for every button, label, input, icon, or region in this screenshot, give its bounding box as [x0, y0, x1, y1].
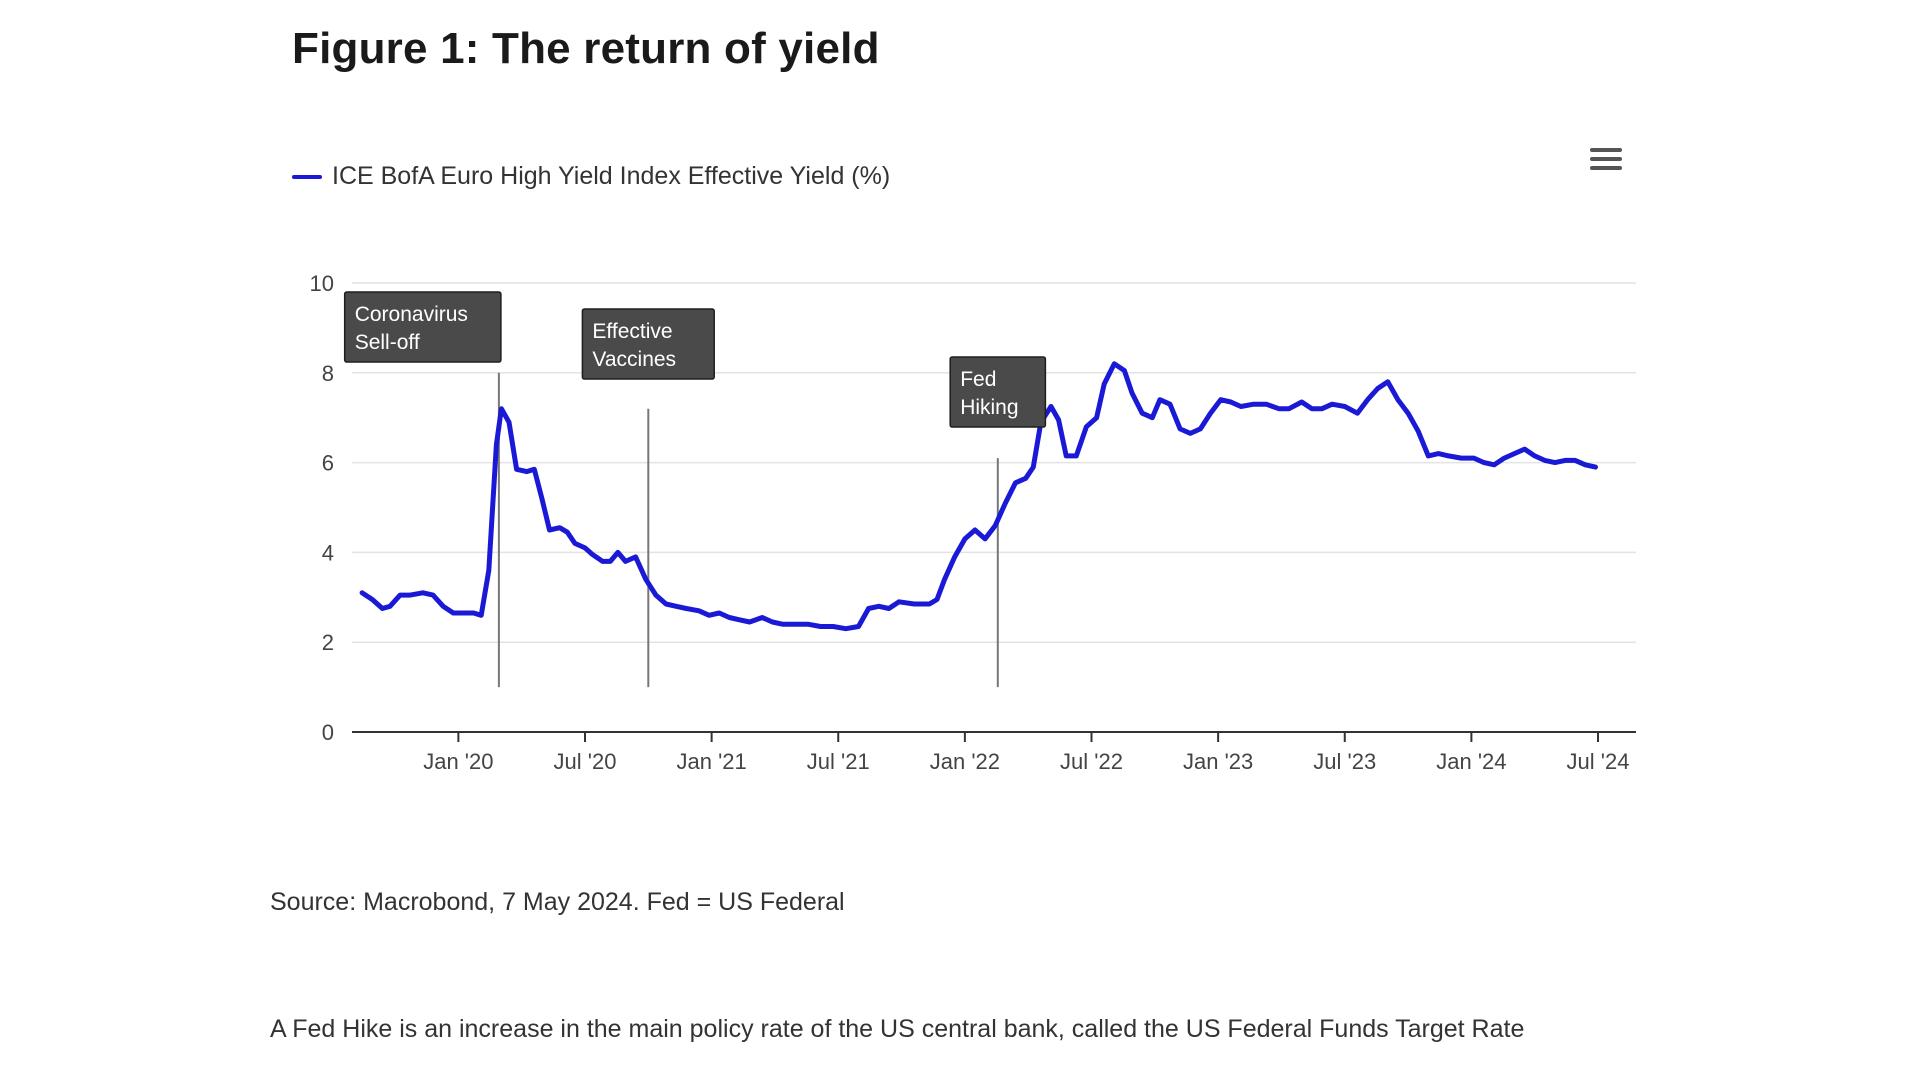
- yield-series-line: [359, 361, 1598, 632]
- hamburger-menu-icon: [1590, 157, 1622, 161]
- y-tick-label: 2: [322, 630, 334, 655]
- x-tick-label: Jan '23: [1183, 749, 1253, 774]
- annotation-label: Vaccines: [592, 348, 676, 371]
- x-tick-label: Jan '24: [1436, 749, 1506, 774]
- y-tick-label: 10: [310, 271, 334, 296]
- x-tick-label: Jan '20: [423, 749, 493, 774]
- x-tick-label: Jul '21: [807, 749, 870, 774]
- y-tick-label: 4: [322, 540, 334, 565]
- x-tick-label: Jul '24: [1567, 749, 1630, 774]
- chart-legend[interactable]: ICE BofA Euro High Yield Index Effective…: [292, 162, 890, 191]
- annotation-box: [343, 291, 502, 363]
- y-tick-label: 6: [322, 451, 334, 476]
- legend-swatch: [292, 174, 322, 179]
- x-tick-label: Jan '21: [676, 749, 746, 774]
- x-tick-label: Jul '23: [1313, 749, 1376, 774]
- y-tick-label: 0: [322, 720, 334, 745]
- x-tick-label: Jul '22: [1060, 749, 1123, 774]
- yield-line-chart: 0 2 4 6 8 10 Jan '20 Jul '20 Jan '21 Jul '21 Jan '…: [310, 271, 1636, 774]
- hamburger-menu-icon: [1590, 166, 1622, 170]
- chart-menu-button[interactable]: [1590, 148, 1622, 176]
- x-tick-label: Jul '20: [554, 749, 617, 774]
- annotation-label: Effective: [592, 320, 672, 343]
- y-tick-label: 8: [322, 361, 334, 386]
- annotation-label: Sell-off: [355, 331, 420, 354]
- annotation-box: [581, 308, 715, 380]
- page-title: Figure 1: The return of yield: [292, 24, 880, 73]
- annotation-box: [949, 356, 1047, 428]
- footnote: A Fed Hike is an increase in the main po…: [270, 1015, 1525, 1043]
- annotation-label: Fed: [960, 368, 996, 391]
- legend-label: ICE BofA Euro High Yield Index Effective…: [332, 162, 891, 190]
- annotation-label: Hiking: [960, 396, 1018, 419]
- annotation-label: Coronavirus: [355, 303, 468, 326]
- x-tick-label: Jan '22: [930, 749, 1000, 774]
- hamburger-menu-icon: [1590, 148, 1622, 152]
- source-note: Source: Macrobond, 7 May 2024. Fed = US …: [270, 888, 845, 916]
